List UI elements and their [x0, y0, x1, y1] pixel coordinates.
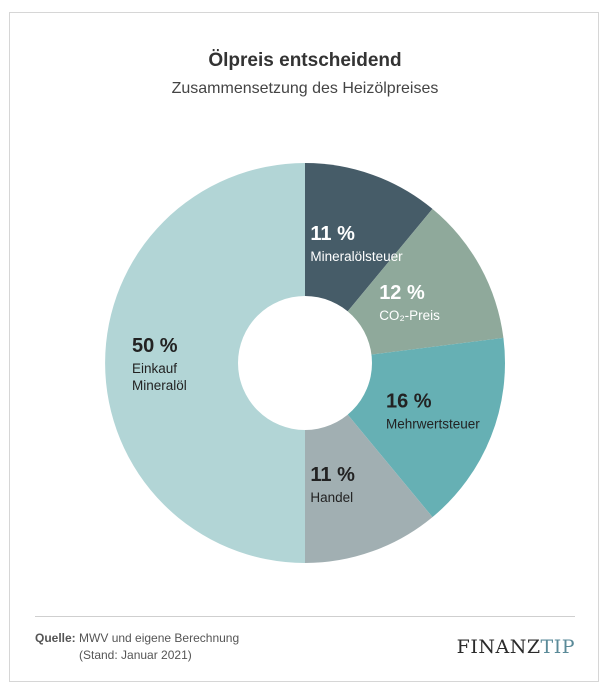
slice-percent-label-1: 12 % — [379, 282, 425, 304]
slice-category-label-0-0: Mineralölsteuer — [310, 249, 403, 264]
slice-category-label-1-0: CO₂-Preis — [379, 308, 440, 323]
brand-finanz: FINANZ — [456, 636, 541, 658]
chart-title: Ölpreis entscheidend — [208, 50, 402, 71]
slice-4 — [105, 163, 305, 563]
slice-percent-label-3: 11 % — [310, 464, 355, 486]
slice-percent-label-4: 50 % — [132, 335, 178, 357]
source-text: MWV und eigene Berechnung — [79, 631, 240, 645]
slice-category-label-4-0: Einkauf — [132, 361, 177, 376]
donut-labels: 11 % Mineralölsteuer 12 % CO₂-Preis 16 % Mehr… — [132, 223, 480, 505]
source-label: Quelle: — [35, 631, 76, 645]
donut-hole — [238, 296, 372, 430]
source-note: Quelle: MWV und eigene Berechnung (Stand… — [35, 630, 239, 664]
brand-tip: TIP — [540, 636, 575, 658]
finanztip-logo: FINANZTIP — [457, 636, 575, 658]
source-date: (Stand: Januar 2021) — [79, 648, 192, 662]
slice-category-label-2-0: Mehrwertsteuer — [386, 417, 480, 432]
slice-percent-label-0: 11 % — [310, 223, 355, 245]
chart-subtitle: Zusammensetzung des Heizölpreises — [171, 80, 439, 97]
slice-percent-label-2: 16 % — [386, 391, 432, 413]
footer-divider — [35, 616, 575, 617]
slice-category-label-4-1: Mineralöl — [132, 378, 187, 393]
slice-category-label-3-0: Handel — [310, 490, 353, 505]
